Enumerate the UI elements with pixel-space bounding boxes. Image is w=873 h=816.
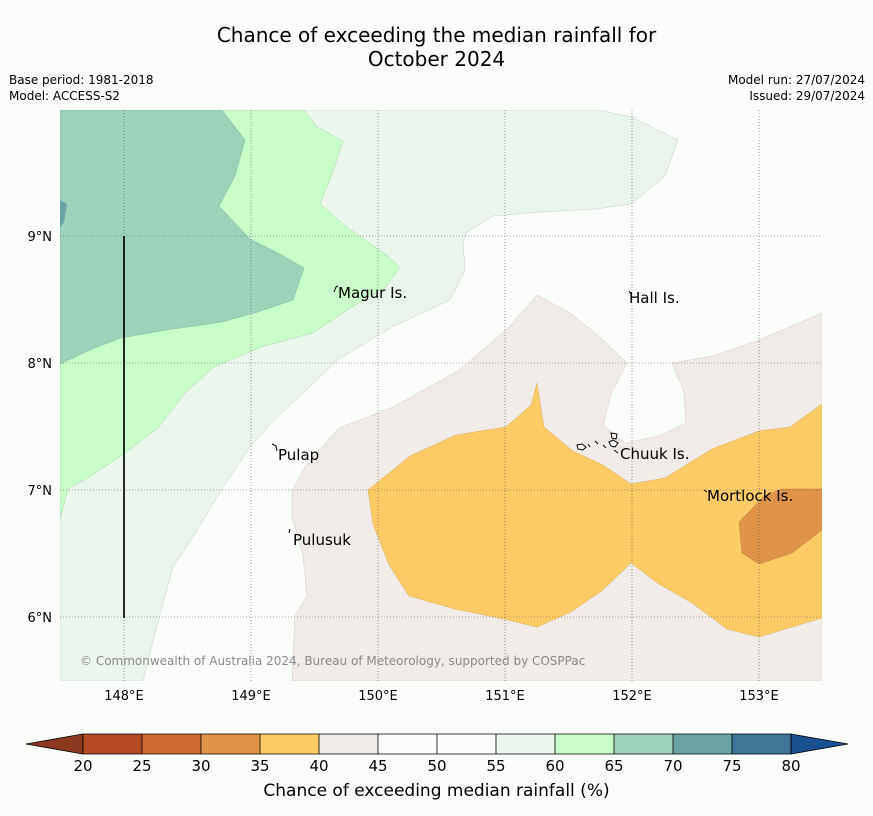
colorbar-tick: 75 — [722, 757, 741, 775]
contour-35-40 — [367, 382, 822, 638]
lon-tick: 151°E — [485, 689, 525, 704]
base-period: Base period: 1981-2018 — [9, 73, 154, 87]
colorbar-tick: 25 — [132, 757, 151, 775]
chuuk-lagoon-shape — [576, 432, 619, 454]
lat-tick: 9°N — [28, 230, 53, 245]
colorbar-tick: 20 — [73, 757, 92, 775]
colorbar: 20 25 30 35 40 45 50 55 60 65 70 75 80 — [25, 733, 849, 775]
colorbar-bin-40-45 — [319, 734, 378, 754]
lon-tick: 152°E — [612, 689, 652, 704]
place-label-mortlock: Mortlock Is. — [707, 487, 793, 505]
colorbar-bin-55-60 — [496, 734, 555, 754]
colorbar-bin-20-25 — [83, 734, 142, 754]
colorbar-tick: 30 — [191, 757, 210, 775]
contour-30-35 — [738, 488, 822, 565]
contour-70-75 — [60, 200, 67, 228]
colorbar-tick: 60 — [545, 757, 564, 775]
colorbar-bin-35-40 — [260, 734, 319, 754]
issued-date: Issued: 29/07/2024 — [749, 89, 865, 103]
islands — [271, 285, 708, 534]
magur-island-shape — [333, 285, 339, 293]
lat-tick: 6°N — [28, 611, 53, 626]
colorbar-tick: 35 — [250, 757, 269, 775]
model-run-date: Model run: 27/07/2024 — [727, 73, 865, 87]
lon-tick: 150°E — [358, 689, 398, 704]
model-name: Model: ACCESS-S2 — [9, 89, 121, 103]
colorbar-tick: 45 — [368, 757, 387, 775]
map-title-line2: October 2024 — [367, 47, 506, 71]
hall-island-shape — [628, 290, 632, 295]
lat-tick: 8°N — [28, 357, 53, 372]
place-label-chuuk: Chuuk Is. — [620, 445, 689, 463]
colorbar-bin-45-50 — [378, 734, 437, 754]
colorbar-tick: 80 — [781, 757, 800, 775]
colorbar-bin-25-30 — [142, 734, 201, 754]
colorbar-bin-70-75 — [673, 734, 732, 754]
colorbar-tick: 40 — [309, 757, 328, 775]
mortlock-island-shape — [703, 489, 708, 493]
meta-left: Base period: 1981-2018 Model: ACCESS-S2 — [9, 72, 154, 104]
colorbar-over-arrow — [790, 733, 849, 755]
map-title-line1: Chance of exceeding the median rainfall … — [216, 23, 657, 47]
copyright-notice: © Commonwealth of Australia 2024, Bureau… — [80, 654, 585, 668]
colorbar-tick-labels: 20 25 30 35 40 45 50 55 60 65 70 75 80 — [73, 757, 800, 775]
colorbar-bin-65-70 — [614, 734, 673, 754]
colorbar-tick: 65 — [604, 757, 623, 775]
colorbar-tick: 70 — [663, 757, 682, 775]
colorbar-dividers — [82, 733, 792, 755]
colorbar-label: Chance of exceeding median rainfall (%) — [263, 781, 610, 801]
contour-65-70 — [60, 110, 305, 365]
lat-tick-labels: 9°N 8°N 7°N 6°N — [28, 230, 53, 626]
colorbar-bin-60-65 — [555, 734, 614, 754]
pulap-island-shape — [271, 443, 278, 452]
place-label-hall: Hall Is. — [629, 289, 680, 307]
pulusuk-island-shape — [288, 528, 291, 534]
colorbar-bin-30-35 — [201, 734, 260, 754]
place-label-pulusuk: Pulusuk — [293, 531, 351, 549]
contour-fills — [60, 110, 822, 681]
place-labels: Magur Is. Hall Is. Pulap Chuuk Is. Mortl… — [278, 284, 793, 549]
place-label-pulap: Pulap — [278, 446, 319, 464]
colorbar-bin-50-55 — [437, 734, 496, 754]
place-label-magur: Magur Is. — [338, 284, 407, 302]
colorbar-bin-75-80 — [732, 734, 791, 754]
meta-right: Model run: 27/07/2024 Issued: 29/07/2024 — [728, 72, 865, 104]
colorbar-tick: 50 — [427, 757, 446, 775]
lon-tick: 153°E — [739, 689, 779, 704]
lon-tick: 148°E — [104, 689, 144, 704]
lat-tick: 7°N — [28, 484, 53, 499]
colorbar-under-arrow — [25, 733, 84, 755]
colorbar-tick: 55 — [486, 757, 505, 775]
lon-tick: 149°E — [231, 689, 271, 704]
lon-tick-labels: 148°E 149°E 150°E 151°E 152°E 153°E — [104, 689, 779, 704]
